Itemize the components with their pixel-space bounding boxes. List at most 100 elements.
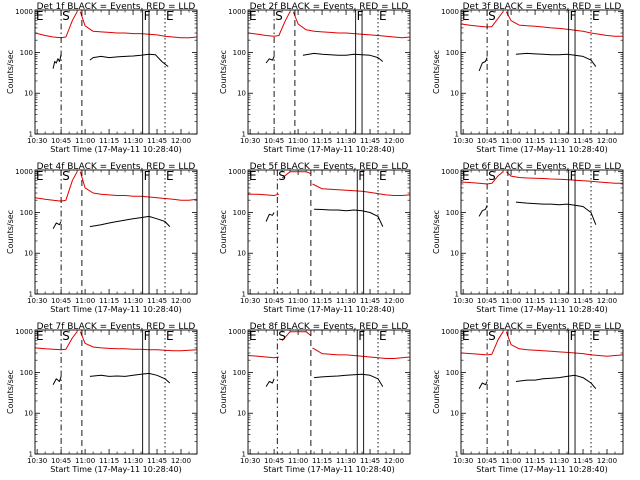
marker-label: S [62,329,70,343]
x-tick-label: 11:45 [573,457,593,465]
events-series-line [52,221,62,229]
chart-panel-5: Det 5f BLACK = Events, RED = LLD 1 10 100 10… [219,162,411,314]
marker-label: F [144,329,151,343]
marker-label: F [144,169,151,183]
y-tick-label: 100 [20,209,33,217]
y-tick-label: 1 [29,131,33,139]
x-tick-label: 11:00 [75,297,95,305]
lld-series-line [248,355,279,359]
events-series-line [515,52,597,67]
x-tick-label: 11:45 [147,137,167,145]
x-axis-label: Start Time (17-May-11 10:28:40) [476,145,607,154]
events-series-line [515,201,597,225]
x-tick-label: 12:00 [384,457,404,465]
x-tick-label: 11:15 [99,457,119,465]
x-tick-label: 11:30 [336,137,356,145]
events-series-line [265,212,275,222]
x-tick-label: 11:15 [312,457,332,465]
lld-series-line [505,11,623,37]
x-tick-label: 10:30 [453,137,473,145]
chart-panel-7: Det 7f BLACK = Events, RED = LLD 1 10 100 10… [6,322,198,474]
x-tick-label: 11:30 [123,137,143,145]
x-tick-label: 11:00 [75,137,95,145]
x-tick-label: 10:30 [27,457,47,465]
y-tick-label: 1000 [15,8,33,16]
x-axis-label: Start Time (17-May-11 10:28:40) [476,465,607,474]
events-series-line [89,372,171,384]
y-tick-label: 1000 [228,8,246,16]
y-tick-label: 10 [24,410,33,418]
plot-frame [34,329,198,455]
events-series-line [302,52,384,62]
marker-label: S [488,169,496,183]
plot-frame [247,329,411,455]
y-tick-label: 1 [29,451,33,459]
chart-panel-2: Det 2f BLACK = Events, RED = LLD 1 10 100 10… [219,2,411,154]
lld-series-line [281,171,312,179]
x-tick-label: 10:30 [27,137,47,145]
x-tick-label: 11:00 [75,457,95,465]
x-tick-label: 10:30 [240,297,260,305]
plot-frame [34,169,198,295]
y-tick-label: 1000 [441,8,459,16]
lld-series-line [79,171,197,201]
y-tick-label: 10 [237,90,246,98]
y-tick-label: 100 [446,49,459,57]
x-tick-label: 11:45 [360,457,380,465]
x-tick-label: 11:00 [288,457,308,465]
lld-series-line [312,183,410,196]
chart-title: Det 8f BLACK = Events, RED = LLD [250,322,409,332]
x-tick-label: 11:45 [573,297,593,305]
events-series-line [52,54,62,69]
plot-frame [34,9,198,135]
x-tick-label: 12:00 [171,137,191,145]
events-series-line [265,56,275,64]
events-series-line [478,381,488,389]
y-tick-label: 1 [455,451,459,459]
chart-panel-9: Det 9f BLACK = Events, RED = LLD 1 10 100 10… [432,322,624,474]
plot-frame [460,169,624,295]
lld-series-line [248,11,291,37]
events-series-line [314,373,384,387]
x-tick-label: 10:45 [477,297,497,305]
y-tick-label: 100 [233,49,246,57]
y-tick-label: 1 [455,131,459,139]
x-tick-label: 10:45 [264,137,284,145]
chart-title: Det 6f BLACK = Events, RED = LLD [463,162,622,172]
y-tick-label: 10 [24,90,33,98]
y-tick-label: 1 [242,451,246,459]
events-series-line [314,208,384,227]
y-tick-label: 10 [237,410,246,418]
x-tick-label: 11:45 [147,457,167,465]
x-axis-label: Start Time (17-May-11 10:28:40) [50,465,181,474]
plot-area [35,10,197,134]
marker-label: E [166,169,174,183]
x-tick-label: 11:30 [123,457,143,465]
x-tick-label: 12:00 [597,297,617,305]
x-axis-label: Start Time (17-May-11 10:28:40) [50,305,181,314]
marker-label: F [570,9,577,23]
marker-label: F [570,329,577,343]
y-tick-label: 1000 [441,328,459,336]
x-tick-label: 12:00 [171,297,191,305]
x-tick-label: 11:45 [360,297,380,305]
x-tick-label: 11:15 [99,137,119,145]
x-tick-label: 11:00 [288,297,308,305]
y-tick-label: 1 [242,291,246,299]
lld-series-line [312,347,410,359]
x-axis-label: Start Time (17-May-11 10:28:40) [50,145,181,154]
x-tick-label: 10:45 [51,457,71,465]
y-tick-label: 1000 [15,328,33,336]
marker-label: E [592,329,600,343]
y-tick-label: 1000 [228,328,246,336]
marker-label: E [379,329,387,343]
y-tick-label: 10 [24,250,33,258]
y-tick-label: 1000 [441,168,459,176]
marker-label: E [462,9,470,23]
x-tick-label: 11:00 [501,457,521,465]
x-tick-label: 11:30 [549,457,569,465]
chart-title: Det 1f BLACK = Events, RED = LLD [37,2,196,12]
x-tick-label: 10:30 [27,297,47,305]
marker-label: E [592,9,600,23]
marker-label: E [379,169,387,183]
